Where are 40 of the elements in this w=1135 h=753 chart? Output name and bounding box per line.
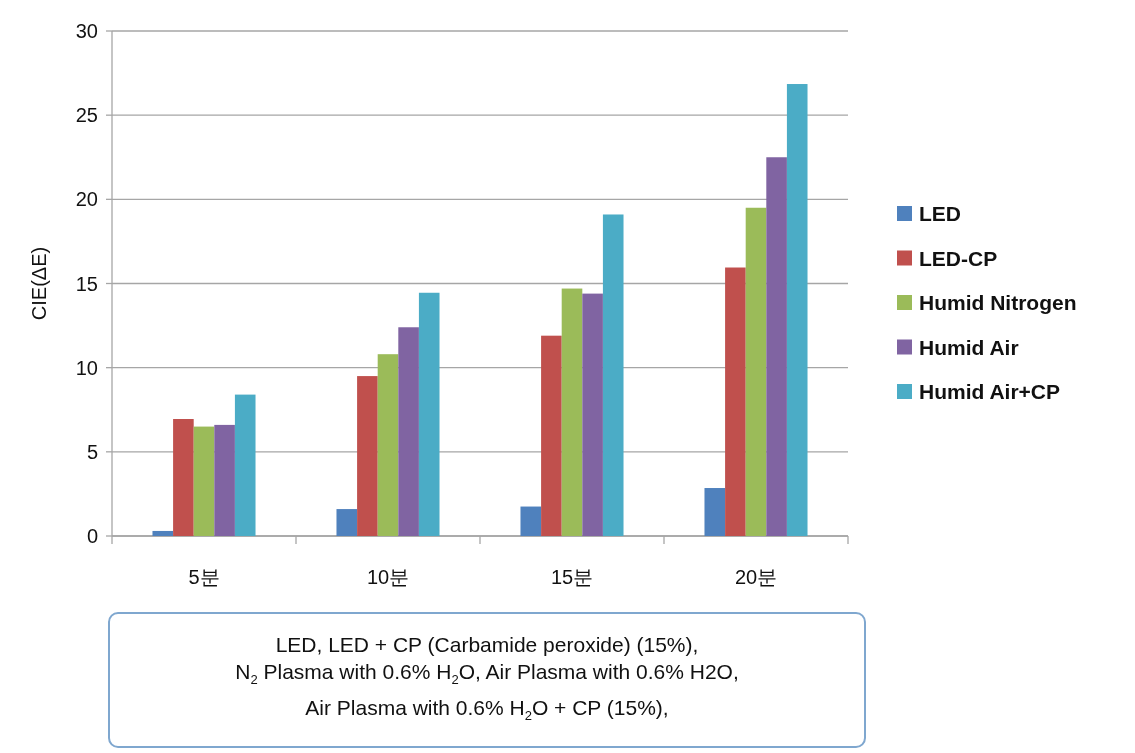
bar [745,207,767,536]
bar [173,419,194,536]
x-tick-label: 15분 [550,566,594,588]
bar [520,506,542,536]
bar [786,84,808,536]
text: N$_{2}$ Plasma with 0.6% H$_{2}$O, Air Plasma with 0.6% H2O, [235,659,739,690]
legend-label: Humid Nitrogen [919,291,1077,314]
y-tick-label: 5 [86,440,98,463]
legend-label: Humid Air [919,335,1019,359]
bar [561,288,583,536]
bar [418,292,440,536]
bar [377,354,399,536]
bar [214,424,235,536]
bar [152,530,174,536]
bar [193,426,215,536]
y-tick-label: 0 [86,525,98,547]
y-tick-label: 25 [75,104,98,127]
x-tick-label: 20분 [734,566,778,588]
y-tick-label: 20 [75,188,98,211]
y-tick-label: 30 [75,20,98,42]
bar [541,335,562,536]
bar [357,376,378,536]
text: Air Plasma with 0.6% H$_{2}$O + CP (15%), [305,694,669,725]
bar [602,214,624,536]
legend-label: LED-CP [919,246,998,270]
bar [234,394,256,536]
y-tick-label: 15 [75,272,98,295]
x-tick-label: 10분 [366,566,410,588]
bar [704,488,726,536]
legend-label: Humid Air+CP [919,380,1060,403]
bar [766,157,787,536]
y-axis-title: CIE(ΔE) [28,246,50,321]
legend-label: LED [919,202,961,225]
x-tick-label: 5분 [188,566,220,588]
bar [336,509,358,536]
bar [398,327,419,536]
bar [725,267,746,536]
bar [582,293,603,536]
text: LED, LED + CP (Carbamide peroxide) (15%), [275,632,699,659]
y-tick-label: 10 [75,356,98,379]
